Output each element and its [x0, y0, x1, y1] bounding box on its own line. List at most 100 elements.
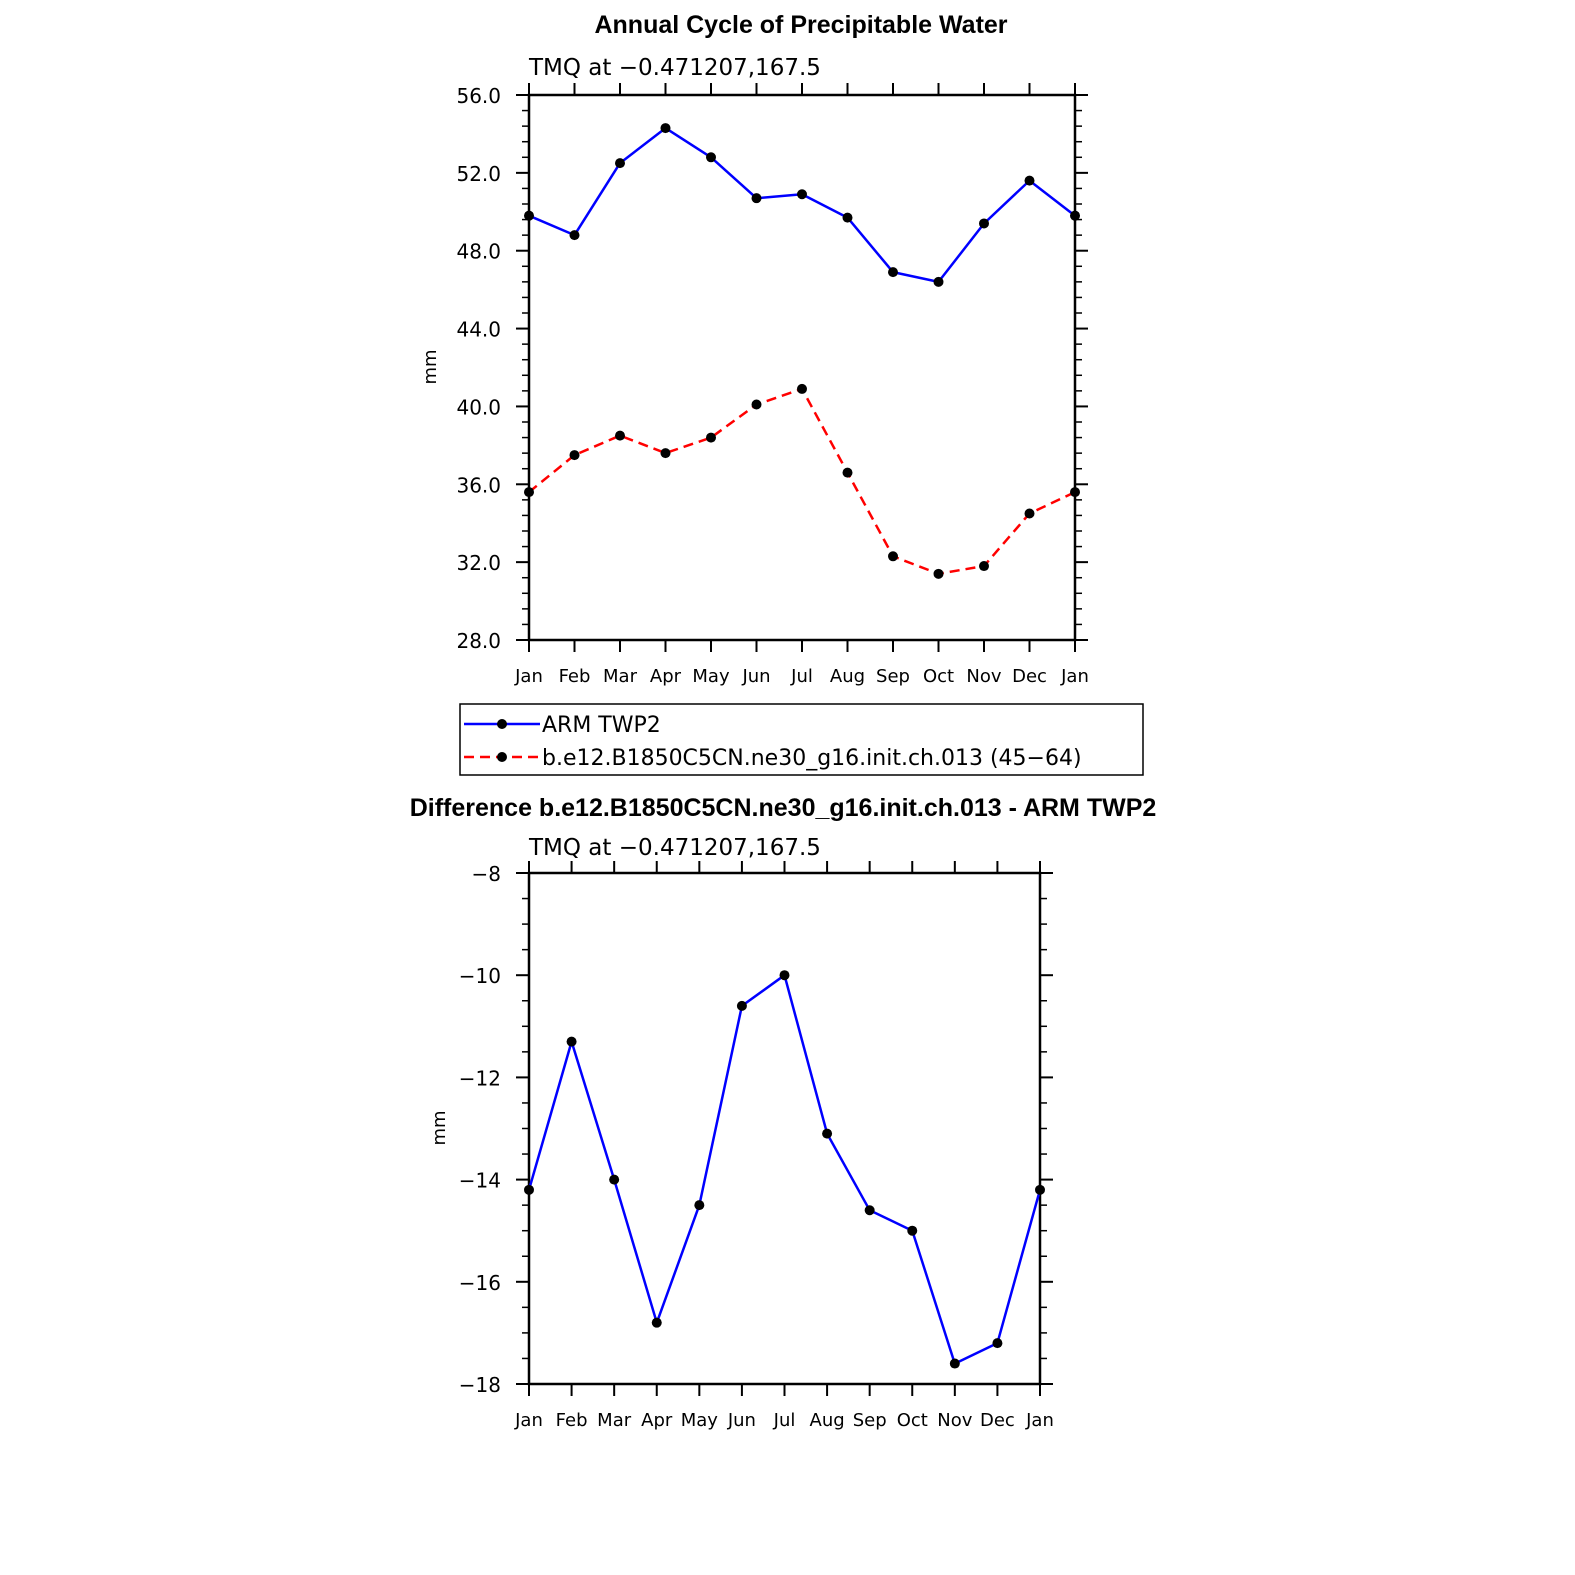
x-tick-label: Sep — [876, 666, 910, 687]
data-point — [706, 432, 716, 443]
y-tick-label: 48.0 — [456, 240, 501, 264]
data-point — [569, 230, 580, 241]
x-tick-label: Jun — [727, 1410, 756, 1431]
x-tick-label: May — [681, 1410, 719, 1431]
series-line-0 — [527, 973, 1042, 1365]
x-tick-label: Nov — [937, 1410, 972, 1431]
data-point — [751, 399, 762, 410]
y-tick-label: 44.0 — [456, 318, 501, 342]
data-point — [1024, 175, 1035, 186]
x-tick-label: Jun — [741, 666, 770, 687]
data-point — [609, 1174, 620, 1185]
series-line-1 — [528, 387, 1076, 576]
data-point — [933, 276, 944, 287]
x-tick-label: Aug — [810, 1410, 845, 1431]
series-line-0 — [528, 126, 1076, 284]
data-point — [736, 1000, 747, 1011]
y-tick-label: −16 — [459, 1271, 501, 1295]
chart-subtitle: TMQ at −0.471207,167.5 — [528, 55, 821, 81]
data-point — [888, 267, 898, 278]
difference-chart: Difference b.e12.B1850C5CN.ne30_g16.init… — [410, 794, 1157, 1431]
x-tick-label: Mar — [597, 1410, 632, 1431]
x-tick-label: Jan — [514, 1410, 543, 1431]
y-axis-label: mm — [429, 1110, 450, 1145]
data-point — [979, 218, 989, 229]
series-layer — [524, 123, 1080, 579]
y-tick-label: −10 — [459, 964, 501, 988]
legend-label-arm: ARM TWP2 — [542, 713, 661, 738]
chart-title: Difference b.e12.B1850C5CN.ne30_g16.init… — [410, 794, 1157, 822]
data-point — [979, 561, 989, 572]
plot-frame — [527, 871, 1042, 1386]
x-tick-label: Sep — [853, 1410, 887, 1431]
data-point — [566, 1036, 577, 1047]
x-tick-label: Nov — [966, 666, 1001, 687]
data-point — [797, 189, 807, 200]
x-tick-label: Dec — [980, 1410, 1015, 1431]
data-point — [660, 448, 671, 459]
data-point — [751, 193, 762, 204]
data-point — [1024, 508, 1035, 519]
legend-label-model: b.e12.B1850C5CN.ne30_g16.init.ch.013 (45… — [542, 746, 1082, 771]
data-point — [907, 1225, 918, 1236]
x-tick-label: Apr — [641, 1410, 673, 1431]
x-tick-label: Dec — [1012, 666, 1047, 687]
data-point — [524, 487, 534, 498]
data-point — [842, 467, 853, 478]
x-tick-label: Mar — [603, 666, 638, 687]
data-point — [651, 1317, 662, 1328]
series-layer — [524, 970, 1045, 1369]
legend-marker-arm — [497, 719, 507, 729]
data-point — [1070, 210, 1080, 221]
x-tick-label: Jul — [773, 1410, 796, 1431]
data-point — [615, 158, 625, 169]
y-tick-label: 40.0 — [456, 395, 501, 419]
data-point — [569, 450, 580, 461]
y-tick-label: 28.0 — [456, 629, 501, 653]
legend-frame — [459, 703, 1144, 776]
data-point — [615, 430, 625, 441]
chart-subtitle: TMQ at −0.471207,167.5 — [528, 835, 821, 861]
x-tick-label: Oct — [897, 1410, 928, 1431]
y-tick-label: −8 — [472, 862, 501, 886]
y-tick-label: −18 — [459, 1373, 501, 1397]
annual-cycle-chart: Annual Cycle of Precipitable Water TMQ a… — [420, 11, 1144, 776]
y-tick-label: 56.0 — [456, 84, 501, 108]
x-tick-label: Feb — [559, 666, 591, 687]
data-point — [933, 568, 944, 579]
legend: ARM TWP2 b.e12.B1850C5CN.ne30_g16.init.c… — [459, 703, 1144, 776]
data-point — [864, 1205, 875, 1216]
data-point — [1035, 1184, 1045, 1195]
x-tick-label: Oct — [923, 666, 954, 687]
x-tick-label: Jul — [790, 666, 813, 687]
data-point — [992, 1338, 1003, 1349]
data-point — [524, 210, 534, 221]
x-tick-label: Jan — [514, 666, 543, 687]
y-tick-label: 32.0 — [456, 551, 501, 575]
x-tick-label: May — [692, 666, 730, 687]
y-tick-label: 36.0 — [456, 473, 501, 497]
data-point — [779, 970, 790, 981]
x-axis-ticks: Jan Feb Mar Apr May Jun Jul Aug Sep Oct Nov Dec Jan — [514, 83, 1089, 687]
data-point — [797, 383, 807, 394]
y-axis-ticks: 28.0 32.0 36.0 40.0 44.0 48.0 52.0 56.0 — [456, 84, 1088, 653]
x-tick-label: Feb — [556, 1410, 588, 1431]
y-axis-label: mm — [420, 349, 441, 384]
y-tick-label: −12 — [459, 1066, 501, 1090]
data-point — [888, 551, 898, 562]
x-tick-label: Jan — [1060, 666, 1089, 687]
data-point — [524, 1184, 534, 1195]
x-axis-ticks: Jan Feb Mar Apr May Jun Jul Aug Sep Oct Nov Dec Jan — [514, 861, 1054, 1431]
legend-marker-model — [497, 752, 507, 762]
x-tick-label: Apr — [650, 666, 682, 687]
y-tick-label: 52.0 — [456, 162, 501, 186]
data-point — [1070, 487, 1080, 498]
data-point — [706, 152, 716, 163]
data-point — [842, 212, 853, 223]
y-tick-label: −14 — [459, 1169, 501, 1193]
x-tick-label: Aug — [830, 666, 865, 687]
chart-title: Annual Cycle of Precipitable Water — [594, 11, 1007, 39]
data-point — [949, 1358, 960, 1369]
x-tick-label: Jan — [1025, 1410, 1054, 1431]
